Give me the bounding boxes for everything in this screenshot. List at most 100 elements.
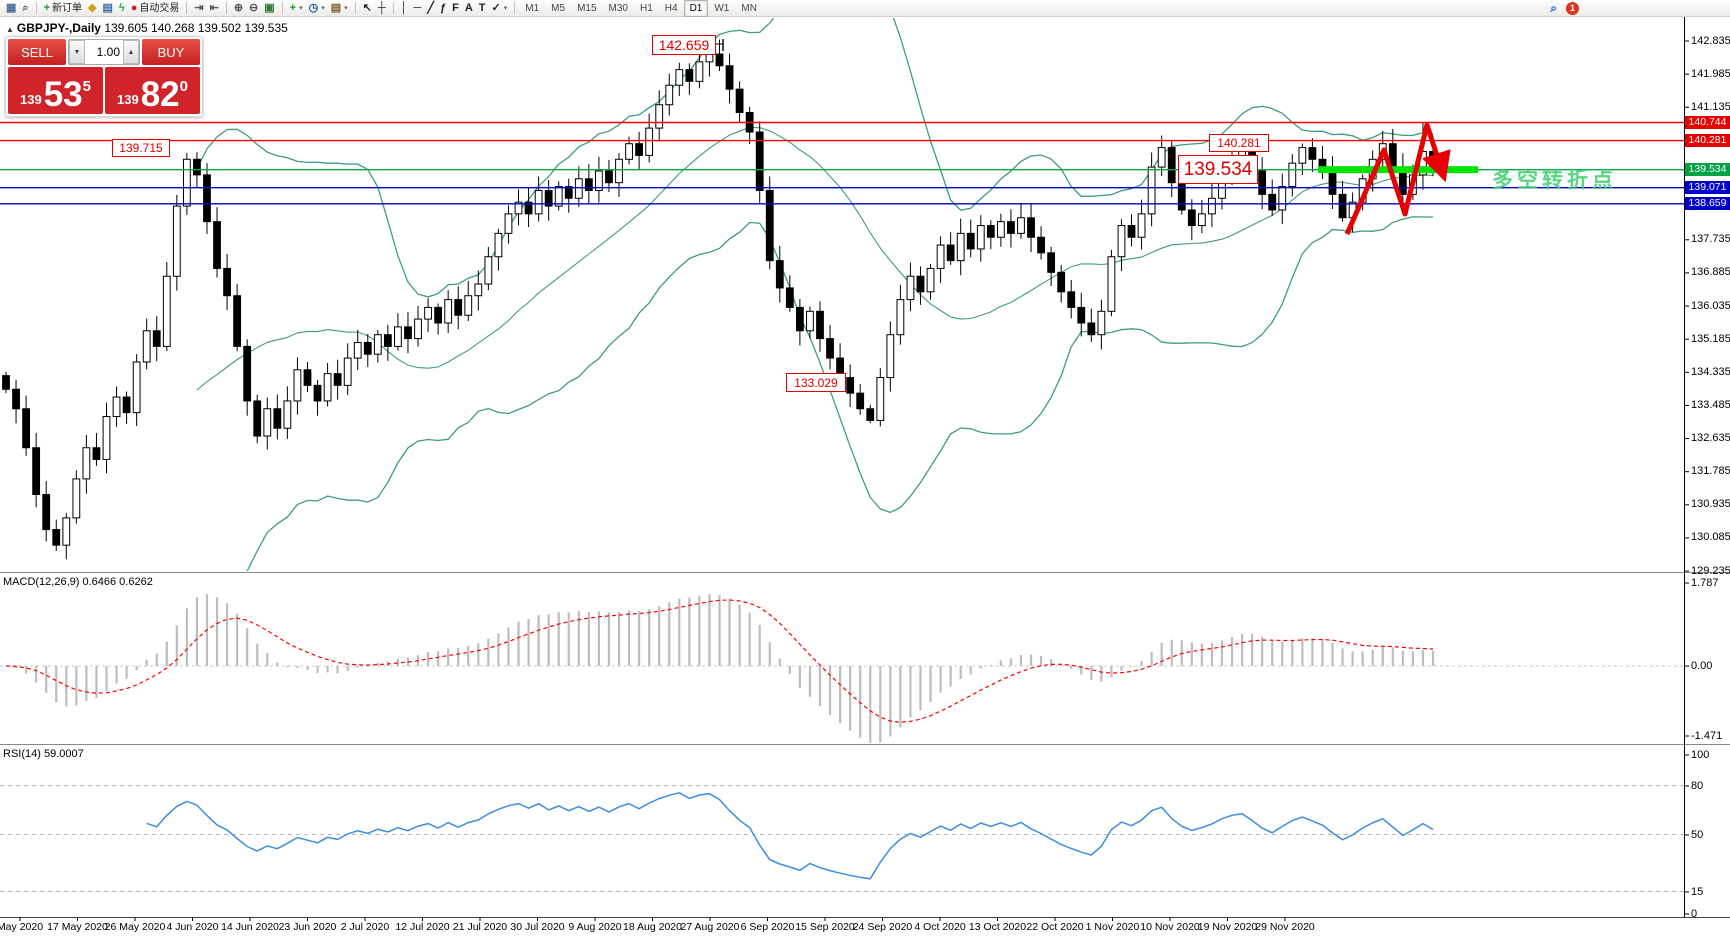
macd-axis-tick: 1.787 bbox=[1691, 576, 1719, 589]
chevron-down-icon: ▾ bbox=[344, 4, 348, 12]
toolbar-separator bbox=[281, 2, 283, 14]
macd-axis-tick: 0.00 bbox=[1691, 659, 1713, 672]
main-toolbar: ▦ ⌕ + 新订单 ◆ ▤ ϟ ● 自动交易 ⇥ ⇤ ⊕ ⊖ ▣ + ▾ ◷ ▾ ▤ ▾ ↖ ┼ │ ─ ╱ ƒ F A T ✓ ▾ M1 M5… bbox=[0, 0, 1730, 17]
timeframe-button-h4[interactable]: H4 bbox=[664, 2, 678, 14]
volume-decrease-button[interactable]: ▼ bbox=[69, 40, 85, 64]
new-chart-icon: ▦ bbox=[6, 1, 17, 14]
price-annotation-label[interactable]: 133.029 bbox=[786, 373, 846, 392]
buy-price-display[interactable]: 139 82 0 bbox=[105, 67, 200, 114]
sell-button[interactable]: SELL bbox=[8, 39, 66, 65]
vertical-line-icon: │ bbox=[400, 1, 408, 14]
date-axis-label: 27 Aug 2020 bbox=[680, 921, 740, 933]
toolbar-right-group: ⌕ 1 bbox=[1547, 1, 1579, 16]
auto-scroll-button[interactable]: ⇤ bbox=[207, 1, 222, 16]
autotrading-button[interactable]: ● 自动交易 bbox=[128, 1, 183, 16]
arrows-button[interactable]: ✓ ▾ bbox=[489, 1, 511, 16]
toolbar-separator bbox=[354, 2, 356, 14]
trendline-button[interactable]: ╱ bbox=[424, 1, 437, 16]
price-axis-tick: 141.135 bbox=[1691, 100, 1730, 113]
templates-button[interactable]: ▤ ▾ bbox=[328, 1, 351, 16]
notifications-button[interactable]: 1 bbox=[1566, 1, 1579, 15]
chart-symbol: GBPJPY-,Daily bbox=[16, 21, 101, 35]
date-axis-label: 4 Jun 2020 bbox=[166, 921, 219, 933]
chart-title: ▲ GBPJPY-,Daily 139.605 140.268 139.502 1… bbox=[6, 21, 288, 35]
date-axis-label: 29 Nov 2020 bbox=[1255, 921, 1315, 933]
zoom-out-button[interactable]: ⊖ bbox=[246, 1, 261, 16]
zoom-out-icon: ⊖ bbox=[249, 1, 259, 14]
crosshair-button[interactable]: ┼ bbox=[375, 1, 389, 16]
timeframe-button-mn[interactable]: MN bbox=[741, 2, 757, 14]
indicators-button[interactable]: + ▾ bbox=[287, 1, 306, 16]
price-axis-tick: 135.185 bbox=[1691, 332, 1730, 345]
timeframe-button-w1[interactable]: W1 bbox=[714, 2, 730, 14]
gold-button[interactable]: ◆ bbox=[85, 1, 99, 16]
date-axis-label: 14 Jun 2020 bbox=[221, 921, 279, 933]
timeframe-button-m1[interactable]: M1 bbox=[525, 2, 540, 14]
timeframe-button-m5[interactable]: M5 bbox=[551, 2, 566, 14]
timeframe-button-d1[interactable]: D1 bbox=[683, 0, 709, 17]
fibo-expansion-button[interactable]: F bbox=[449, 1, 462, 16]
new-order-button-label: 新订单 bbox=[52, 2, 83, 14]
chevron-down-icon: ▾ bbox=[321, 4, 325, 12]
timeframe-button-m30[interactable]: M30 bbox=[608, 2, 628, 14]
market-watch-icon: ▤ bbox=[102, 1, 113, 14]
date-axis-label: 24 Sep 2020 bbox=[852, 921, 913, 933]
price-axis-tick: 129.235 bbox=[1691, 564, 1730, 577]
date-axis-label: 26 May 2020 bbox=[104, 921, 166, 933]
horizontal-line-icon: ─ bbox=[413, 1, 422, 14]
toolbar-separator bbox=[35, 2, 37, 14]
volume-input[interactable] bbox=[85, 40, 123, 64]
market-watch-button[interactable]: ▤ bbox=[99, 1, 115, 16]
price-level-badge: 138.659 bbox=[1685, 197, 1730, 211]
price-axis-tick: 137.735 bbox=[1691, 233, 1730, 246]
cursor-button[interactable]: ↖ bbox=[360, 1, 375, 16]
date-axis-label: 9 Aug 2020 bbox=[568, 921, 622, 933]
rsi-axis-tick: 15 bbox=[1691, 885, 1704, 898]
volume-increase-button[interactable]: ▲ bbox=[123, 40, 139, 64]
tile-windows-button[interactable]: ▣ bbox=[261, 1, 277, 16]
toolbar-separator bbox=[225, 2, 227, 14]
signals-button[interactable]: ϟ bbox=[116, 1, 128, 16]
fibonacci-button[interactable]: ƒ bbox=[437, 1, 449, 16]
date-axis-label: 18 Aug 2020 bbox=[623, 921, 682, 933]
price-axis-tick: 136.885 bbox=[1691, 266, 1730, 279]
profiles-button[interactable]: ⌕ bbox=[19, 1, 31, 16]
timeframe-button-m15[interactable]: M15 bbox=[577, 2, 597, 14]
sell-price-prefix: 139 bbox=[20, 92, 42, 107]
indicators-icon: + bbox=[289, 1, 297, 14]
horizontal-line-button[interactable]: ─ bbox=[411, 1, 425, 16]
buy-button[interactable]: BUY bbox=[142, 39, 200, 65]
date-axis-label: 30 Jul 2020 bbox=[510, 921, 565, 933]
price-annotation-label[interactable]: 142.659 bbox=[652, 35, 716, 55]
zoom-in-button[interactable]: ⊕ bbox=[231, 1, 246, 16]
search-button[interactable]: ⌕ bbox=[1550, 0, 1557, 15]
new-order-button[interactable]: + 新订单 bbox=[41, 1, 85, 16]
price-level-badge: 140.744 bbox=[1685, 116, 1730, 129]
chevron-down-icon: ▾ bbox=[299, 4, 303, 12]
rsi-axis-tick: 50 bbox=[1691, 828, 1704, 841]
date-axis-label: 19 Nov 2020 bbox=[1197, 921, 1258, 933]
date-axis-label: 6 Sep 2020 bbox=[740, 921, 795, 933]
buy-price-prefix: 139 bbox=[117, 92, 139, 107]
price-annotation-label[interactable]: 140.281 bbox=[1209, 134, 1269, 152]
date-axis-label: 17 May 2020 bbox=[47, 921, 108, 933]
timeframe-button-h1[interactable]: H1 bbox=[639, 2, 653, 14]
periods-button[interactable]: ◷ ▾ bbox=[306, 1, 328, 16]
new-chart-button[interactable]: ▦ bbox=[3, 1, 19, 16]
chart-shift-icon: ⇥ bbox=[194, 1, 204, 14]
price-annotation-label[interactable]: 139.534 bbox=[1178, 155, 1258, 184]
chart-shift-button[interactable]: ⇥ bbox=[191, 1, 206, 16]
cursor-icon: ↖ bbox=[362, 1, 372, 14]
rsi-axis-tick: 100 bbox=[1691, 748, 1710, 761]
vertical-line-button[interactable]: │ bbox=[398, 1, 411, 16]
price-annotation-label[interactable]: 139.715 bbox=[112, 139, 170, 157]
autotrading-icon: ● bbox=[130, 1, 138, 14]
date-axis-label: 10 Nov 2020 bbox=[1140, 921, 1200, 933]
price-level-badge: 139.071 bbox=[1685, 181, 1730, 195]
text-button[interactable]: A bbox=[462, 1, 476, 16]
trendline-icon: ╱ bbox=[427, 1, 434, 14]
label-button[interactable]: T bbox=[476, 1, 489, 16]
sell-price-display[interactable]: 139 53 5 bbox=[8, 67, 103, 114]
